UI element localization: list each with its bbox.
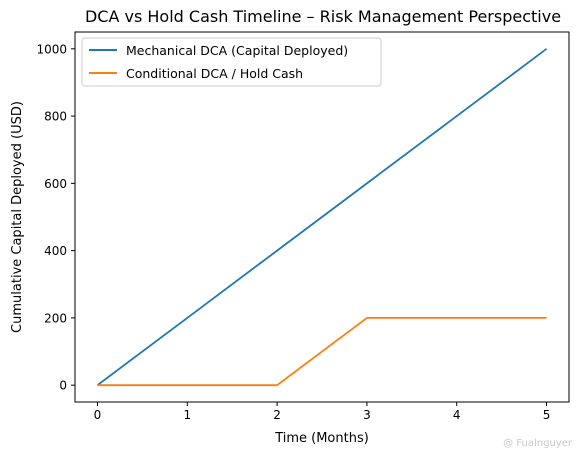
y-tick-label: 0: [59, 379, 67, 393]
y-tick-label: 400: [44, 244, 67, 258]
x-axis: 0 1 2 3 4 5: [94, 402, 551, 422]
chart-title: DCA vs Hold Cash Timeline – Risk Managem…: [85, 7, 561, 26]
plot-area: [74, 31, 570, 403]
series-line-1: [97, 317, 547, 387]
series-line-0: [96, 48, 548, 386]
y-tick-label: 600: [44, 177, 67, 191]
y-axis: 0 200 400 600 800 1000: [36, 42, 75, 393]
y-tick-label: 200: [44, 311, 67, 325]
y-tick-label: 800: [44, 110, 67, 124]
x-tick-label: 4: [453, 408, 461, 422]
x-tick-label: 2: [273, 408, 281, 422]
x-tick-label: 5: [543, 408, 551, 422]
x-tick-label: 0: [94, 408, 102, 422]
legend-box: [81, 37, 382, 87]
y-tick-label: 1000: [36, 42, 67, 56]
series-lines: [96, 48, 548, 387]
x-tick-label: 3: [363, 408, 371, 422]
legend-label-mechanical: Mechanical DCA (Capital Deployed): [126, 43, 348, 58]
x-axis-label: Time (Months): [274, 431, 369, 446]
watermark: @ Fualnguyer: [503, 438, 572, 449]
legend-label-conditional: Conditional DCA / Hold Cash: [126, 66, 303, 81]
y-axis-label: Cumulative Capital Deployed (USD): [10, 101, 25, 333]
x-tick-label: 1: [183, 408, 191, 422]
legend: Mechanical DCA (Capital Deployed) Condit…: [81, 37, 382, 87]
